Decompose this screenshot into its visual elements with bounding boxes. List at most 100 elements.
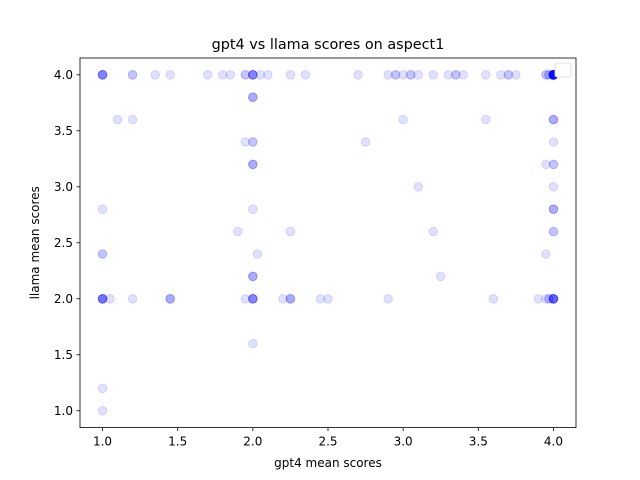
x-tick-label: 4.0 bbox=[544, 435, 563, 449]
data-point bbox=[248, 92, 258, 102]
data-point bbox=[511, 70, 521, 80]
data-point bbox=[248, 294, 258, 304]
data-point bbox=[248, 294, 258, 304]
data-point bbox=[548, 226, 559, 237]
data-point bbox=[428, 70, 439, 80]
data-point bbox=[225, 70, 236, 80]
y-tick-label: 3.5 bbox=[54, 124, 73, 138]
data-point bbox=[398, 114, 408, 125]
data-point bbox=[240, 70, 251, 80]
data-point bbox=[248, 271, 258, 282]
y-tick-label: 2.0 bbox=[54, 292, 73, 306]
data-point bbox=[481, 70, 491, 80]
data-point bbox=[285, 294, 296, 304]
y-tick-label: 3.0 bbox=[54, 180, 73, 194]
data-point bbox=[398, 70, 408, 80]
data-point bbox=[285, 226, 296, 237]
data-point bbox=[285, 70, 296, 80]
data-point bbox=[360, 137, 371, 147]
data-point bbox=[97, 294, 108, 304]
x-tick-label: 3.0 bbox=[394, 435, 413, 449]
data-point bbox=[97, 383, 108, 394]
data-point bbox=[97, 249, 108, 259]
legend-box bbox=[554, 62, 572, 78]
data-point bbox=[450, 70, 461, 80]
chart-title: gpt4 vs llama scores on aspect1 bbox=[212, 37, 445, 53]
data-point bbox=[548, 204, 559, 214]
data-point bbox=[248, 271, 258, 282]
data-point bbox=[353, 70, 363, 80]
data-point bbox=[97, 249, 108, 259]
data-point bbox=[248, 137, 258, 147]
data-point bbox=[248, 204, 258, 214]
x-tick-label: 2.5 bbox=[318, 435, 337, 449]
data-point bbox=[300, 70, 311, 80]
data-point bbox=[548, 159, 559, 170]
data-point bbox=[97, 70, 108, 80]
data-point bbox=[127, 114, 138, 125]
data-point bbox=[450, 70, 461, 80]
data-point bbox=[405, 70, 416, 80]
data-point bbox=[248, 70, 258, 80]
y-axis-label: llama mean scores bbox=[28, 186, 42, 299]
data-point bbox=[97, 70, 108, 80]
data-point bbox=[390, 70, 401, 80]
x-tick-label: 3.5 bbox=[469, 435, 488, 449]
data-point bbox=[248, 70, 258, 80]
data-point bbox=[541, 159, 551, 170]
data-point bbox=[248, 70, 258, 80]
data-point bbox=[315, 294, 326, 304]
data-point bbox=[405, 70, 416, 80]
data-point bbox=[252, 249, 263, 259]
data-point bbox=[248, 271, 258, 282]
data-point bbox=[248, 70, 258, 80]
data-point bbox=[105, 294, 115, 304]
data-point bbox=[443, 70, 454, 80]
data-point bbox=[544, 70, 554, 80]
data-point bbox=[248, 92, 258, 102]
data-point bbox=[548, 294, 559, 304]
data-point bbox=[541, 70, 551, 80]
data-point bbox=[127, 70, 138, 80]
y-tick-label: 2.5 bbox=[54, 236, 73, 250]
data-point bbox=[127, 70, 138, 80]
data-point bbox=[548, 294, 559, 304]
data-point bbox=[548, 294, 559, 304]
data-point bbox=[541, 294, 551, 304]
data-point bbox=[285, 294, 296, 304]
data-point bbox=[97, 294, 108, 304]
data-point bbox=[248, 159, 258, 170]
data-point bbox=[383, 294, 393, 304]
data-point bbox=[248, 70, 258, 80]
data-point bbox=[541, 70, 551, 80]
data-point bbox=[435, 271, 446, 282]
data-point bbox=[255, 70, 266, 80]
y-tick-label: 1.5 bbox=[54, 348, 73, 362]
x-tick-label: 1.5 bbox=[168, 435, 187, 449]
data-point bbox=[263, 70, 273, 80]
data-point bbox=[165, 70, 175, 80]
data-point bbox=[548, 114, 559, 125]
data-point bbox=[97, 294, 108, 304]
data-point bbox=[248, 294, 258, 304]
data-point bbox=[97, 204, 108, 214]
data-point bbox=[285, 294, 296, 304]
data-point bbox=[533, 294, 544, 304]
y-tick-label: 4.0 bbox=[54, 68, 73, 82]
data-point bbox=[383, 70, 393, 80]
data-point bbox=[97, 294, 108, 304]
data-point bbox=[248, 92, 258, 102]
y-tick-label: 1.0 bbox=[54, 404, 73, 418]
data-point bbox=[165, 294, 175, 304]
data-point bbox=[544, 294, 554, 304]
data-point bbox=[97, 294, 108, 304]
data-point bbox=[541, 249, 551, 259]
data-point bbox=[165, 294, 175, 304]
data-point bbox=[548, 204, 559, 214]
data-point bbox=[248, 159, 258, 170]
data-point bbox=[548, 114, 559, 125]
data-point bbox=[548, 182, 559, 192]
data-point bbox=[413, 182, 423, 192]
